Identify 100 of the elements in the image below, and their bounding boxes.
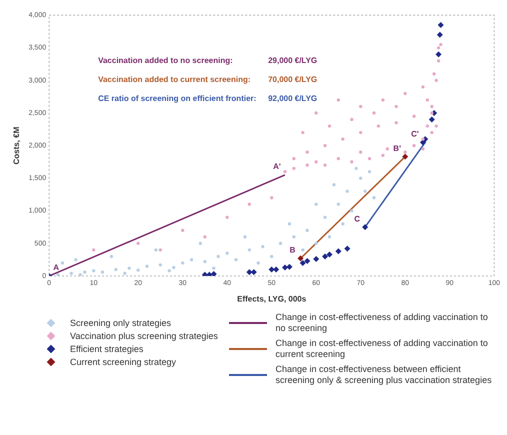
point bbox=[364, 190, 367, 193]
point bbox=[278, 242, 282, 245]
point bbox=[298, 255, 304, 262]
point bbox=[114, 268, 118, 272]
point bbox=[270, 196, 274, 200]
point bbox=[381, 154, 384, 157]
point bbox=[359, 104, 362, 108]
annotation: B' bbox=[393, 144, 402, 153]
point bbox=[436, 51, 442, 58]
point bbox=[243, 235, 247, 238]
point bbox=[394, 104, 398, 108]
point bbox=[421, 85, 425, 89]
point bbox=[158, 263, 162, 267]
point bbox=[288, 222, 292, 226]
annotation: 92,000 €/LYG bbox=[268, 94, 318, 104]
point bbox=[292, 157, 296, 160]
point bbox=[323, 164, 327, 167]
point bbox=[341, 222, 344, 226]
point bbox=[434, 78, 438, 82]
point bbox=[301, 248, 304, 252]
annotation: CE ratio of screening on efficient frontier: bbox=[98, 94, 256, 104]
point bbox=[326, 251, 332, 258]
point bbox=[282, 264, 288, 271]
annotation: 70,000 €/LYG bbox=[268, 75, 318, 84]
annotation: 29,000 €/LYG bbox=[268, 56, 318, 66]
point bbox=[428, 116, 435, 123]
point bbox=[328, 124, 332, 128]
point bbox=[314, 242, 318, 245]
point bbox=[404, 150, 407, 154]
point bbox=[248, 202, 251, 206]
point bbox=[328, 235, 332, 238]
point bbox=[350, 160, 354, 164]
point bbox=[304, 258, 310, 264]
point bbox=[386, 147, 389, 150]
point bbox=[226, 216, 229, 219]
point bbox=[350, 118, 354, 122]
point bbox=[154, 248, 158, 252]
point bbox=[426, 124, 430, 128]
point bbox=[432, 72, 436, 76]
point bbox=[301, 130, 304, 134]
point bbox=[336, 157, 340, 160]
point bbox=[283, 170, 287, 174]
annotation: B bbox=[290, 246, 296, 255]
point bbox=[123, 272, 126, 275]
point bbox=[60, 261, 64, 265]
annotation: C bbox=[354, 214, 360, 224]
point bbox=[335, 248, 342, 254]
annotation: A bbox=[53, 263, 60, 272]
point bbox=[426, 98, 430, 102]
point bbox=[83, 270, 86, 274]
point bbox=[332, 183, 336, 186]
point bbox=[292, 235, 296, 238]
point bbox=[78, 273, 82, 276]
point bbox=[430, 104, 434, 108]
point bbox=[203, 235, 206, 238]
point bbox=[158, 248, 162, 252]
point bbox=[436, 46, 440, 50]
point bbox=[172, 266, 176, 270]
point bbox=[359, 150, 362, 154]
point bbox=[292, 166, 296, 170]
point bbox=[300, 260, 306, 266]
point bbox=[70, 272, 73, 275]
point bbox=[436, 32, 443, 38]
annotation: Vaccination added to no screening: bbox=[98, 56, 233, 66]
point bbox=[313, 256, 320, 262]
point bbox=[362, 224, 368, 230]
point bbox=[203, 260, 206, 264]
point bbox=[256, 261, 260, 265]
point bbox=[322, 253, 328, 260]
point bbox=[212, 266, 216, 270]
point bbox=[92, 248, 96, 252]
point bbox=[346, 190, 349, 193]
point bbox=[350, 209, 354, 212]
point bbox=[421, 137, 425, 141]
point bbox=[314, 202, 318, 206]
point bbox=[286, 264, 292, 270]
point bbox=[341, 137, 344, 141]
point bbox=[246, 269, 252, 276]
point bbox=[314, 160, 318, 164]
legend-label: Change in cost-effectiveness of adding vaccination to no screening bbox=[275, 312, 489, 334]
point bbox=[136, 242, 140, 245]
point bbox=[273, 266, 280, 272]
point bbox=[344, 246, 350, 252]
annotation: C' bbox=[411, 130, 419, 139]
point bbox=[394, 121, 398, 124]
point bbox=[74, 258, 78, 262]
point bbox=[270, 254, 274, 258]
point bbox=[412, 114, 416, 118]
point bbox=[110, 254, 114, 258]
point bbox=[306, 150, 309, 154]
point bbox=[56, 273, 60, 276]
legend-label: Current screening strategy bbox=[70, 357, 176, 367]
point bbox=[323, 216, 327, 219]
point bbox=[404, 92, 407, 96]
point bbox=[436, 59, 440, 62]
point bbox=[430, 111, 434, 115]
point bbox=[434, 124, 438, 128]
point bbox=[216, 254, 220, 258]
point bbox=[261, 245, 264, 248]
point bbox=[336, 202, 340, 206]
